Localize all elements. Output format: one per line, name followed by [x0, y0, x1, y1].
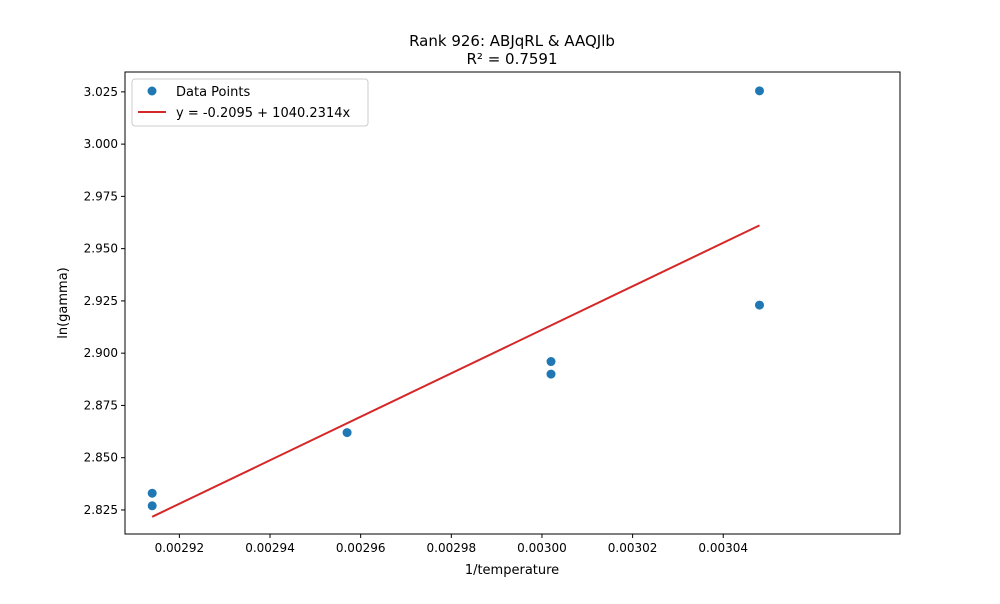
legend-label-fit-line: y = -0.2095 + 1040.2314x: [176, 106, 350, 121]
legend-label-data-points: Data Points: [176, 85, 250, 100]
plot-frame: [124, 71, 901, 535]
x-tick-label: 0.00302: [608, 541, 658, 555]
legend-box: [131, 78, 369, 127]
data-point: [755, 86, 765, 96]
y-tick-label: 2.850: [84, 451, 118, 465]
chart-subtitle: R² = 0.7591: [466, 50, 557, 68]
chart-title: Rank 926: ABJqRL & AAQJlb: [409, 32, 615, 50]
y-tick-label: 2.825: [84, 503, 118, 517]
data-point: [147, 501, 157, 511]
x-tick-label: 0.00296: [336, 541, 386, 555]
legend-marker-data-points: [147, 86, 157, 96]
x-axis-label: 1/temperature: [465, 563, 559, 578]
legend: Data Points y = -0.2095 + 1040.2314x: [131, 78, 369, 127]
x-tick-label: 0.00300: [517, 541, 567, 555]
y-tick-label: 2.925: [84, 294, 118, 308]
y-tick-label: 2.975: [84, 189, 118, 203]
x-tick-label: 0.00304: [698, 541, 748, 555]
data-point: [342, 428, 352, 438]
data-point: [755, 300, 765, 310]
x-tick-label: 0.00292: [155, 541, 205, 555]
x-tick-label: 0.00294: [245, 541, 295, 555]
x-tick-label: 0.00298: [427, 541, 477, 555]
plot-area: 0.00292 0.00294 0.00296 0.00298 0.00300 0.003…: [84, 71, 901, 555]
y-tick-label: 3.025: [84, 85, 118, 99]
regression-line: [151, 224, 760, 518]
y-tick-label: 2.875: [84, 398, 118, 412]
y-tick-label: 3.000: [84, 137, 118, 151]
y-tick-label: 2.950: [84, 242, 118, 256]
data-point: [147, 488, 157, 498]
data-point: [546, 357, 556, 367]
y-tick-label: 2.900: [84, 346, 118, 360]
data-point: [546, 369, 556, 379]
y-axis-label: ln(gamma): [56, 267, 71, 339]
